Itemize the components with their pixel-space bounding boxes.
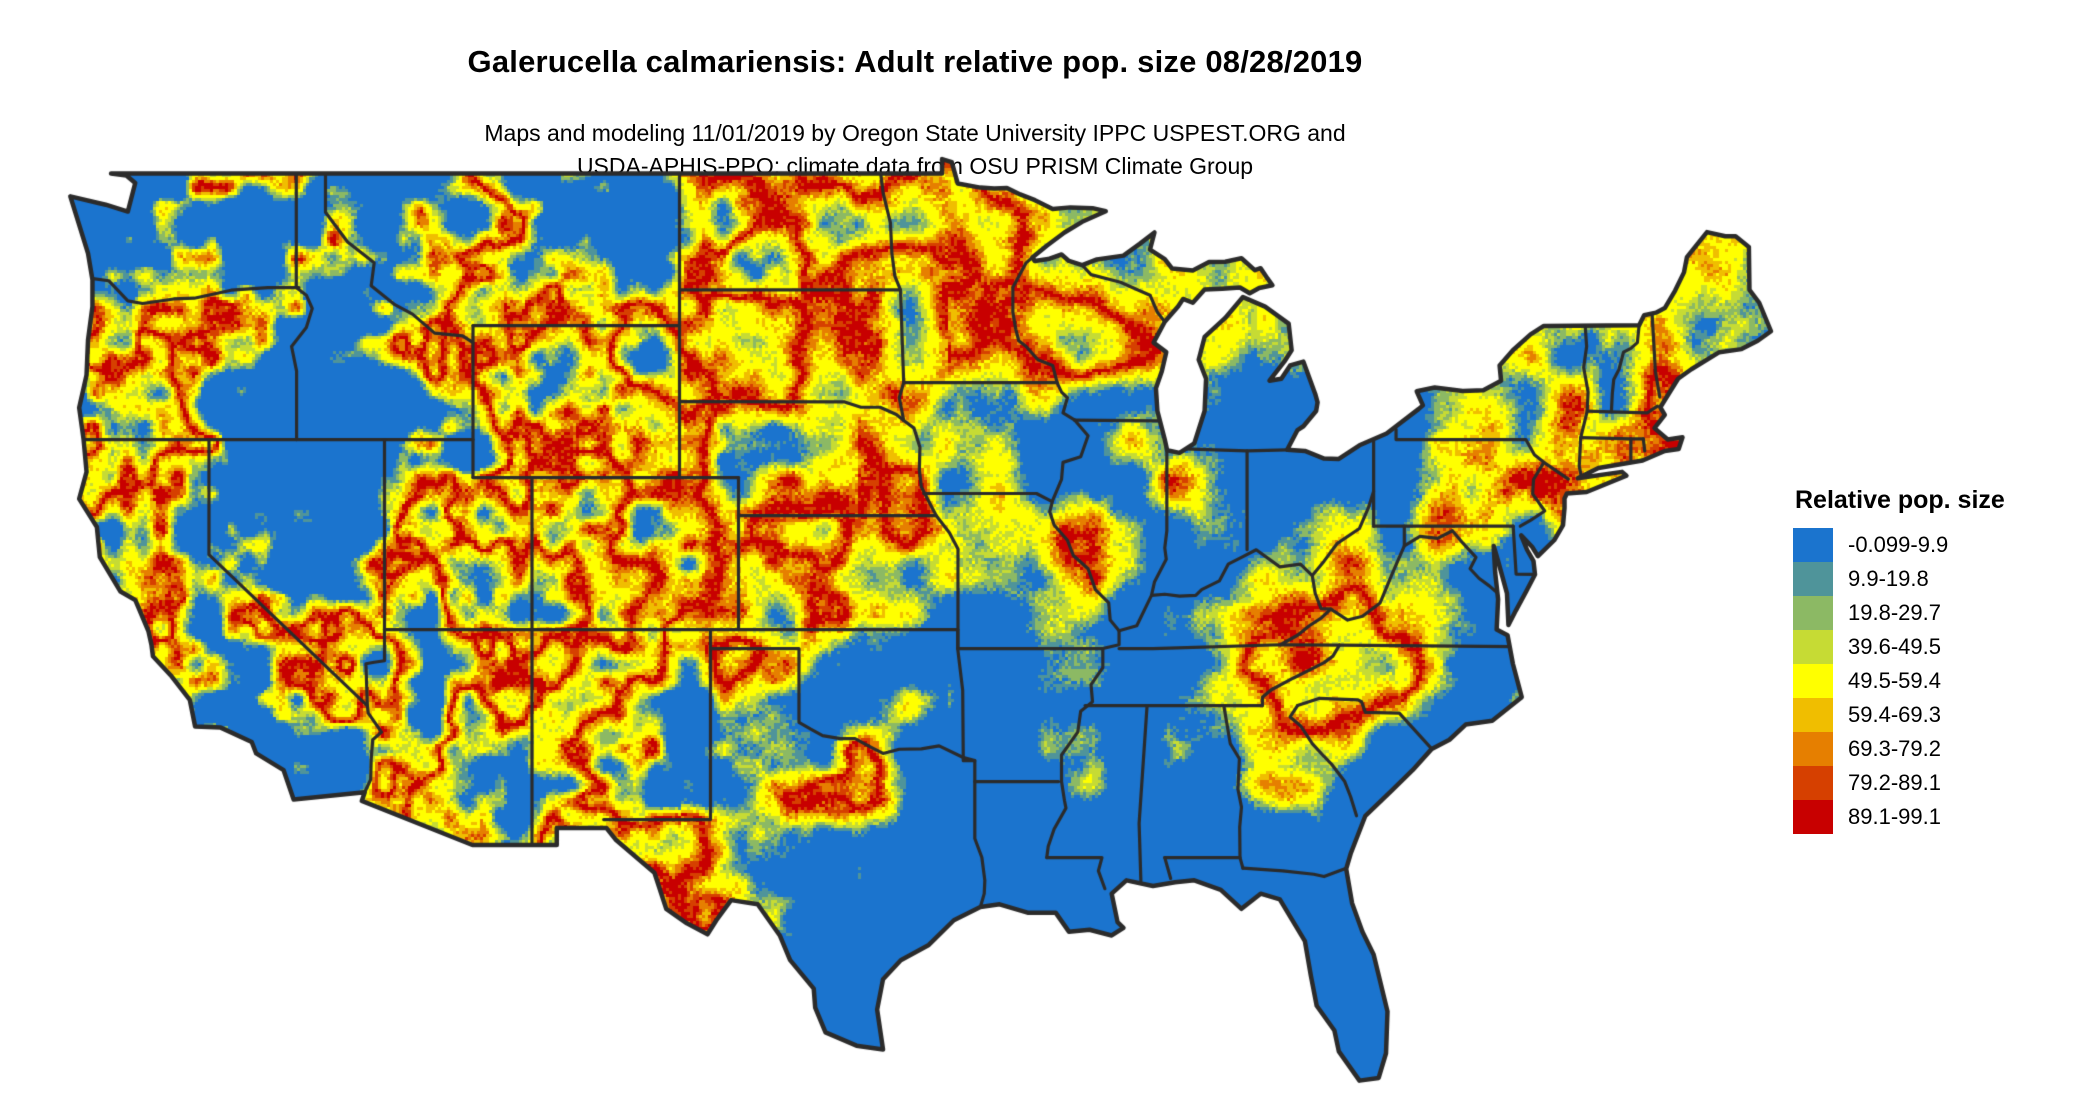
- legend-label: 59.4-69.3: [1848, 702, 1941, 727]
- legend-item: 59.4-69.3: [1793, 698, 2093, 732]
- legend-swatch: [1793, 732, 1833, 766]
- us-map-canvas: [60, 150, 1785, 1116]
- legend-swatch: [1793, 562, 1833, 596]
- legend-title: Relative pop. size: [1795, 486, 2005, 514]
- legend: Relative pop. size -0.099-9.9 9.9-19.8 19.…: [1793, 486, 2093, 834]
- legend-items: -0.099-9.9 9.9-19.8 19.8-29.7 39.6-49.5 49.5…: [1793, 528, 2093, 834]
- legend-label: 19.8-29.7: [1848, 600, 1941, 625]
- legend-swatch: [1793, 596, 1833, 630]
- legend-swatch: [1793, 664, 1833, 698]
- legend-swatch: [1793, 800, 1833, 834]
- header: Galerucella calmariensis: Adult relative…: [0, 0, 1830, 80]
- legend-swatch: [1793, 630, 1833, 664]
- legend-label: 89.1-99.1: [1848, 804, 1941, 829]
- legend-label: -0.099-9.9: [1848, 532, 1949, 557]
- legend-item: 19.8-29.7: [1793, 596, 2093, 630]
- legend-item: 89.1-99.1: [1793, 800, 2093, 834]
- page-title: Galerucella calmariensis: Adult relative…: [467, 44, 1363, 79]
- legend-item: -0.099-9.9: [1793, 528, 2093, 562]
- legend-swatch: [1793, 528, 1833, 562]
- legend-label: 9.9-19.8: [1848, 566, 1929, 591]
- legend-item: 9.9-19.8: [1793, 562, 2093, 596]
- legend-item: 69.3-79.2: [1793, 732, 2093, 766]
- legend-item: 79.2-89.1: [1793, 766, 2093, 800]
- legend-swatch: [1793, 698, 1833, 732]
- legend-item: 39.6-49.5: [1793, 630, 2093, 664]
- legend-item: 49.5-59.4: [1793, 664, 2093, 698]
- legend-label: 79.2-89.1: [1848, 770, 1941, 795]
- legend-label: 69.3-79.2: [1848, 736, 1941, 761]
- legend-label: 39.6-49.5: [1848, 634, 1941, 659]
- legend-swatch: [1793, 766, 1833, 800]
- legend-label: 49.5-59.4: [1848, 668, 1941, 693]
- subtitle-line-1: Maps and modeling 11/01/2019 by Oregon S…: [484, 120, 1346, 146]
